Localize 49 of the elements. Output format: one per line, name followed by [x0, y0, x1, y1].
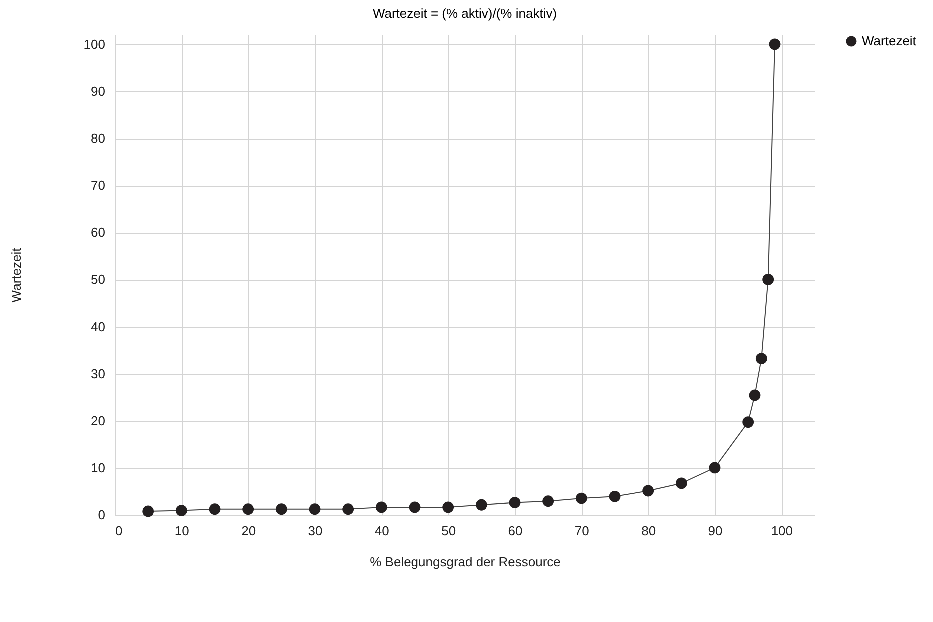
y-tick-label: 0	[98, 508, 106, 522]
point	[476, 499, 488, 511]
point	[542, 496, 554, 508]
y-tick-label: 70	[91, 178, 106, 194]
point	[342, 504, 354, 516]
x-tick-label: 10	[174, 524, 190, 538]
point	[176, 505, 188, 516]
point	[749, 390, 761, 402]
y-tick-label: 30	[91, 366, 106, 382]
point	[769, 38, 781, 50]
x-tick-label: 50	[442, 524, 456, 538]
point	[762, 274, 774, 286]
point	[142, 506, 154, 518]
x-tick-label: 30	[308, 524, 323, 538]
y-tick-label: 90	[91, 84, 106, 99]
y-axis-title: Wartezeit	[8, 248, 24, 303]
y-tick-label: 10	[91, 460, 106, 476]
point	[756, 353, 768, 364]
y-tick-label: 50	[91, 272, 106, 288]
y-tick-label: 100	[84, 36, 106, 52]
point	[209, 504, 221, 516]
x-tick-label: 80	[642, 524, 656, 538]
x-tick-label: 40	[374, 524, 390, 538]
point	[642, 485, 654, 497]
point	[509, 497, 521, 508]
point	[309, 504, 321, 516]
point	[276, 504, 288, 516]
x-tick-label: 20	[242, 524, 256, 538]
chart-title: Wartezeit = (% aktiv)/(% inaktiv)	[372, 6, 558, 21]
point	[709, 462, 721, 474]
point	[609, 490, 621, 502]
y-tick-label: 20	[91, 413, 106, 428]
x-axis-title: % Belegungsgrad der Ressource	[370, 554, 561, 570]
point	[676, 478, 688, 490]
y-tick-label: 80	[91, 131, 106, 146]
y-tick-label: 40	[91, 319, 106, 334]
legend-label: Wartezeit	[862, 34, 917, 48]
point	[576, 492, 588, 504]
x-tick-label: 90	[708, 524, 723, 538]
x-tick-label: 100	[771, 524, 794, 538]
x-tick-label: 70	[574, 524, 590, 538]
y-tick-label: 60	[91, 225, 106, 240]
x-tick-label: 60	[508, 524, 523, 538]
point	[442, 502, 454, 514]
point	[242, 504, 254, 516]
x-tick-label: 0	[116, 524, 123, 538]
point	[742, 416, 754, 428]
point	[409, 502, 421, 514]
point	[376, 502, 388, 514]
